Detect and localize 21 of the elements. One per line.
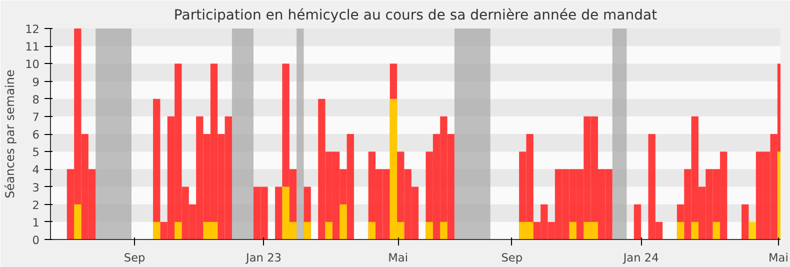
y-tick-label: 5 (32, 145, 40, 160)
y-tick-label: 4 (32, 162, 40, 177)
x-tick-label: Jan 23 (245, 250, 282, 264)
x-tick-label: Mai (388, 250, 408, 264)
y-tick-label: 10 (25, 57, 40, 72)
y-tick-label: 2 (32, 198, 40, 212)
y-tick-label: 7 (32, 110, 40, 124)
y-tick-label: 3 (32, 180, 40, 194)
y-tick-label: 11 (25, 40, 40, 54)
x-tick-label: Jan 24 (622, 250, 659, 264)
x-tick-label: Sep (501, 250, 523, 264)
y-tick-label: 12 (25, 22, 40, 36)
y-tick-label: 1 (32, 215, 40, 230)
x-tick-label: Mai (768, 250, 788, 264)
y-tick-label: 6 (32, 128, 40, 142)
y-tick-label: 8 (32, 92, 40, 106)
y-axis-title: Séances par semaine (3, 70, 18, 198)
x-tick-label: Sep (124, 250, 146, 264)
y-tick-label: 9 (32, 74, 40, 89)
y-tick-label: 0 (32, 233, 40, 247)
chart-title: Participation en hémicycle au cours de sa dernière année de mandat (174, 8, 658, 24)
